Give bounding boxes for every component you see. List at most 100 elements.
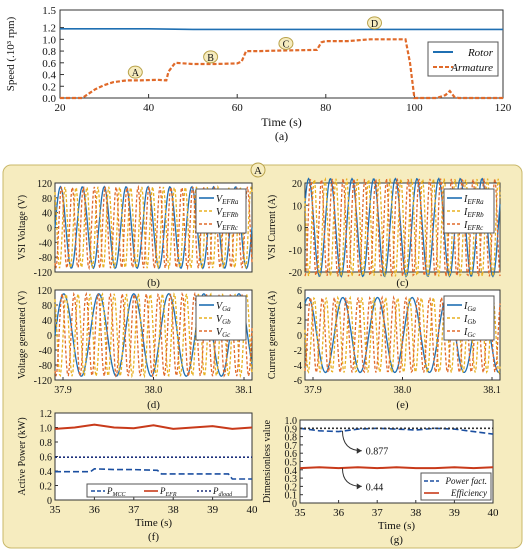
marker-label-D: D	[371, 19, 378, 30]
panel-marker	[250, 162, 266, 178]
marker-C	[278, 36, 294, 50]
y-tick-label: 0.4	[42, 70, 56, 82]
y-tick-label: 20	[292, 179, 302, 190]
y-tick-label: 0.0	[42, 93, 56, 105]
y-tick-label: 0	[297, 331, 302, 342]
y-tick-label: 0.5	[285, 458, 298, 469]
chart-f: 0 0.2 0.4 0.6 0.8 1.0 1.2 35 36 37 38 39 40 Active Po…	[17, 409, 258, 543]
legend-label: IGa	[463, 301, 476, 313]
y-tick-label: 0.1	[285, 491, 298, 502]
y-tick-label: 0	[292, 499, 297, 510]
y-tick-label: 0.6	[40, 453, 53, 464]
y-axis-label: Current generated (A)	[267, 291, 278, 379]
x-tick-label: 120	[495, 102, 512, 114]
legend	[420, 472, 492, 501]
y-tick-label: 1.2	[42, 23, 56, 35]
marker-label-C: C	[283, 39, 290, 50]
legend	[427, 41, 499, 77]
series-pmcc	[55, 467, 252, 480]
caption: (b)	[147, 277, 160, 289]
y-tick-label: -80	[39, 253, 52, 264]
y-tick-label: -6	[294, 376, 302, 387]
legend-label: VGc	[216, 327, 231, 339]
legend-label: PMCC	[106, 486, 127, 498]
y-tick-label: 0.9	[285, 424, 298, 435]
y-tick-label: 0.2	[40, 482, 53, 493]
x-tick-label: 38	[168, 504, 180, 516]
caption: (a)	[275, 129, 288, 143]
annotation-044: 0.44	[366, 482, 384, 493]
y-tick-label: 0.6	[42, 58, 56, 70]
y-tick-label: -40	[39, 238, 52, 249]
marker-B	[203, 50, 219, 64]
legend-label: VEFRa	[216, 194, 239, 206]
x-tick-label: 100	[406, 102, 423, 114]
x-axis-label: Time (s)	[135, 517, 173, 529]
series-armature	[60, 38, 503, 100]
series-efficiency	[299, 466, 494, 470]
x-tick-label: 39	[207, 504, 219, 516]
chart-a: 0.00.20.40.60.81.01.2 1.5 20 40 60 80 100 120 Sp…	[5, 5, 512, 143]
marker-D	[367, 16, 383, 30]
legend-label: IEFRa	[463, 194, 484, 206]
x-tick-label: 38.1	[483, 385, 501, 396]
caption: (d)	[147, 399, 160, 411]
x-tick-label: 80	[320, 102, 332, 114]
x-tick-label: 38.0	[145, 385, 163, 396]
panel-label: A	[254, 165, 262, 177]
marker-label-A: A	[132, 68, 140, 79]
series-rotor	[60, 28, 503, 31]
chart-e: 6 4 2 0 -2 -4 -637.9 38.0 38.1 Current generated …	[267, 286, 501, 411]
series-pefr	[54, 423, 253, 430]
legend-label: VEFRc	[216, 220, 239, 232]
x-axis-label: Time (s)	[261, 115, 302, 129]
legend-label: VGa	[216, 301, 231, 313]
y-tick-label: 0.8	[42, 46, 56, 58]
x-tick-label: 35	[50, 504, 62, 516]
y-tick-label: 1.0	[285, 416, 298, 427]
x-tick-label: 37	[128, 504, 140, 516]
chart-g: 00.10.20.30.40.50.60.70.80.91.0 35 36 37 38 3…	[262, 416, 499, 546]
x-tick-label: 38.1	[235, 385, 253, 396]
series-vgb	[54, 292, 253, 379]
x-tick-label: 38.0	[394, 385, 412, 396]
y-tick-label: 0	[47, 331, 52, 342]
y-axis-label: VSI Voltage (V)	[17, 195, 28, 260]
y-tick-label: 2	[297, 316, 302, 327]
legend-label: Power fact.	[445, 476, 488, 486]
x-tick-label: 37	[372, 507, 384, 519]
y-tick-label: 0.8	[40, 438, 53, 449]
x-tick-label: 38	[410, 507, 422, 519]
y-tick-label: -80	[39, 361, 52, 372]
x-tick-label: 36	[89, 504, 101, 516]
y-tick-label: 0.2	[42, 81, 56, 93]
caption: (e)	[396, 399, 409, 411]
y-tick-label: 0.4	[285, 466, 298, 477]
y-tick-label: 0.8	[285, 433, 298, 444]
y-tick-label: -10	[289, 246, 302, 257]
legend-label: Rotor	[467, 47, 494, 59]
y-tick-label: 0.3	[285, 474, 298, 485]
legend-label: IEFRc	[463, 220, 484, 232]
y-tick-label: 120	[37, 179, 52, 190]
x-axis-label: Time (s)	[378, 520, 416, 532]
y-tick-label: 80	[42, 194, 52, 205]
x-tick-label: 40	[247, 504, 259, 516]
y-tick-label: 1.0	[40, 424, 53, 435]
y-axis-label: Active Power (kW)	[17, 417, 28, 495]
legend-label: IGc	[463, 327, 476, 339]
y-tick-label: -120	[34, 268, 52, 279]
y-tick-label: 0	[47, 496, 52, 507]
y-tick-label: 80	[42, 301, 52, 312]
y-tick-label: -2	[294, 346, 302, 357]
y-tick-label: 0.6	[285, 449, 298, 460]
legend	[86, 483, 248, 498]
y-tick-label: 0	[47, 224, 52, 235]
y-tick-label: -20	[289, 268, 302, 279]
annotation-0877: 0.877	[366, 447, 389, 458]
x-tick-label: 40	[143, 102, 155, 114]
legend-label: PEFR	[159, 486, 177, 498]
y-tick-label: 0.2	[285, 482, 298, 493]
